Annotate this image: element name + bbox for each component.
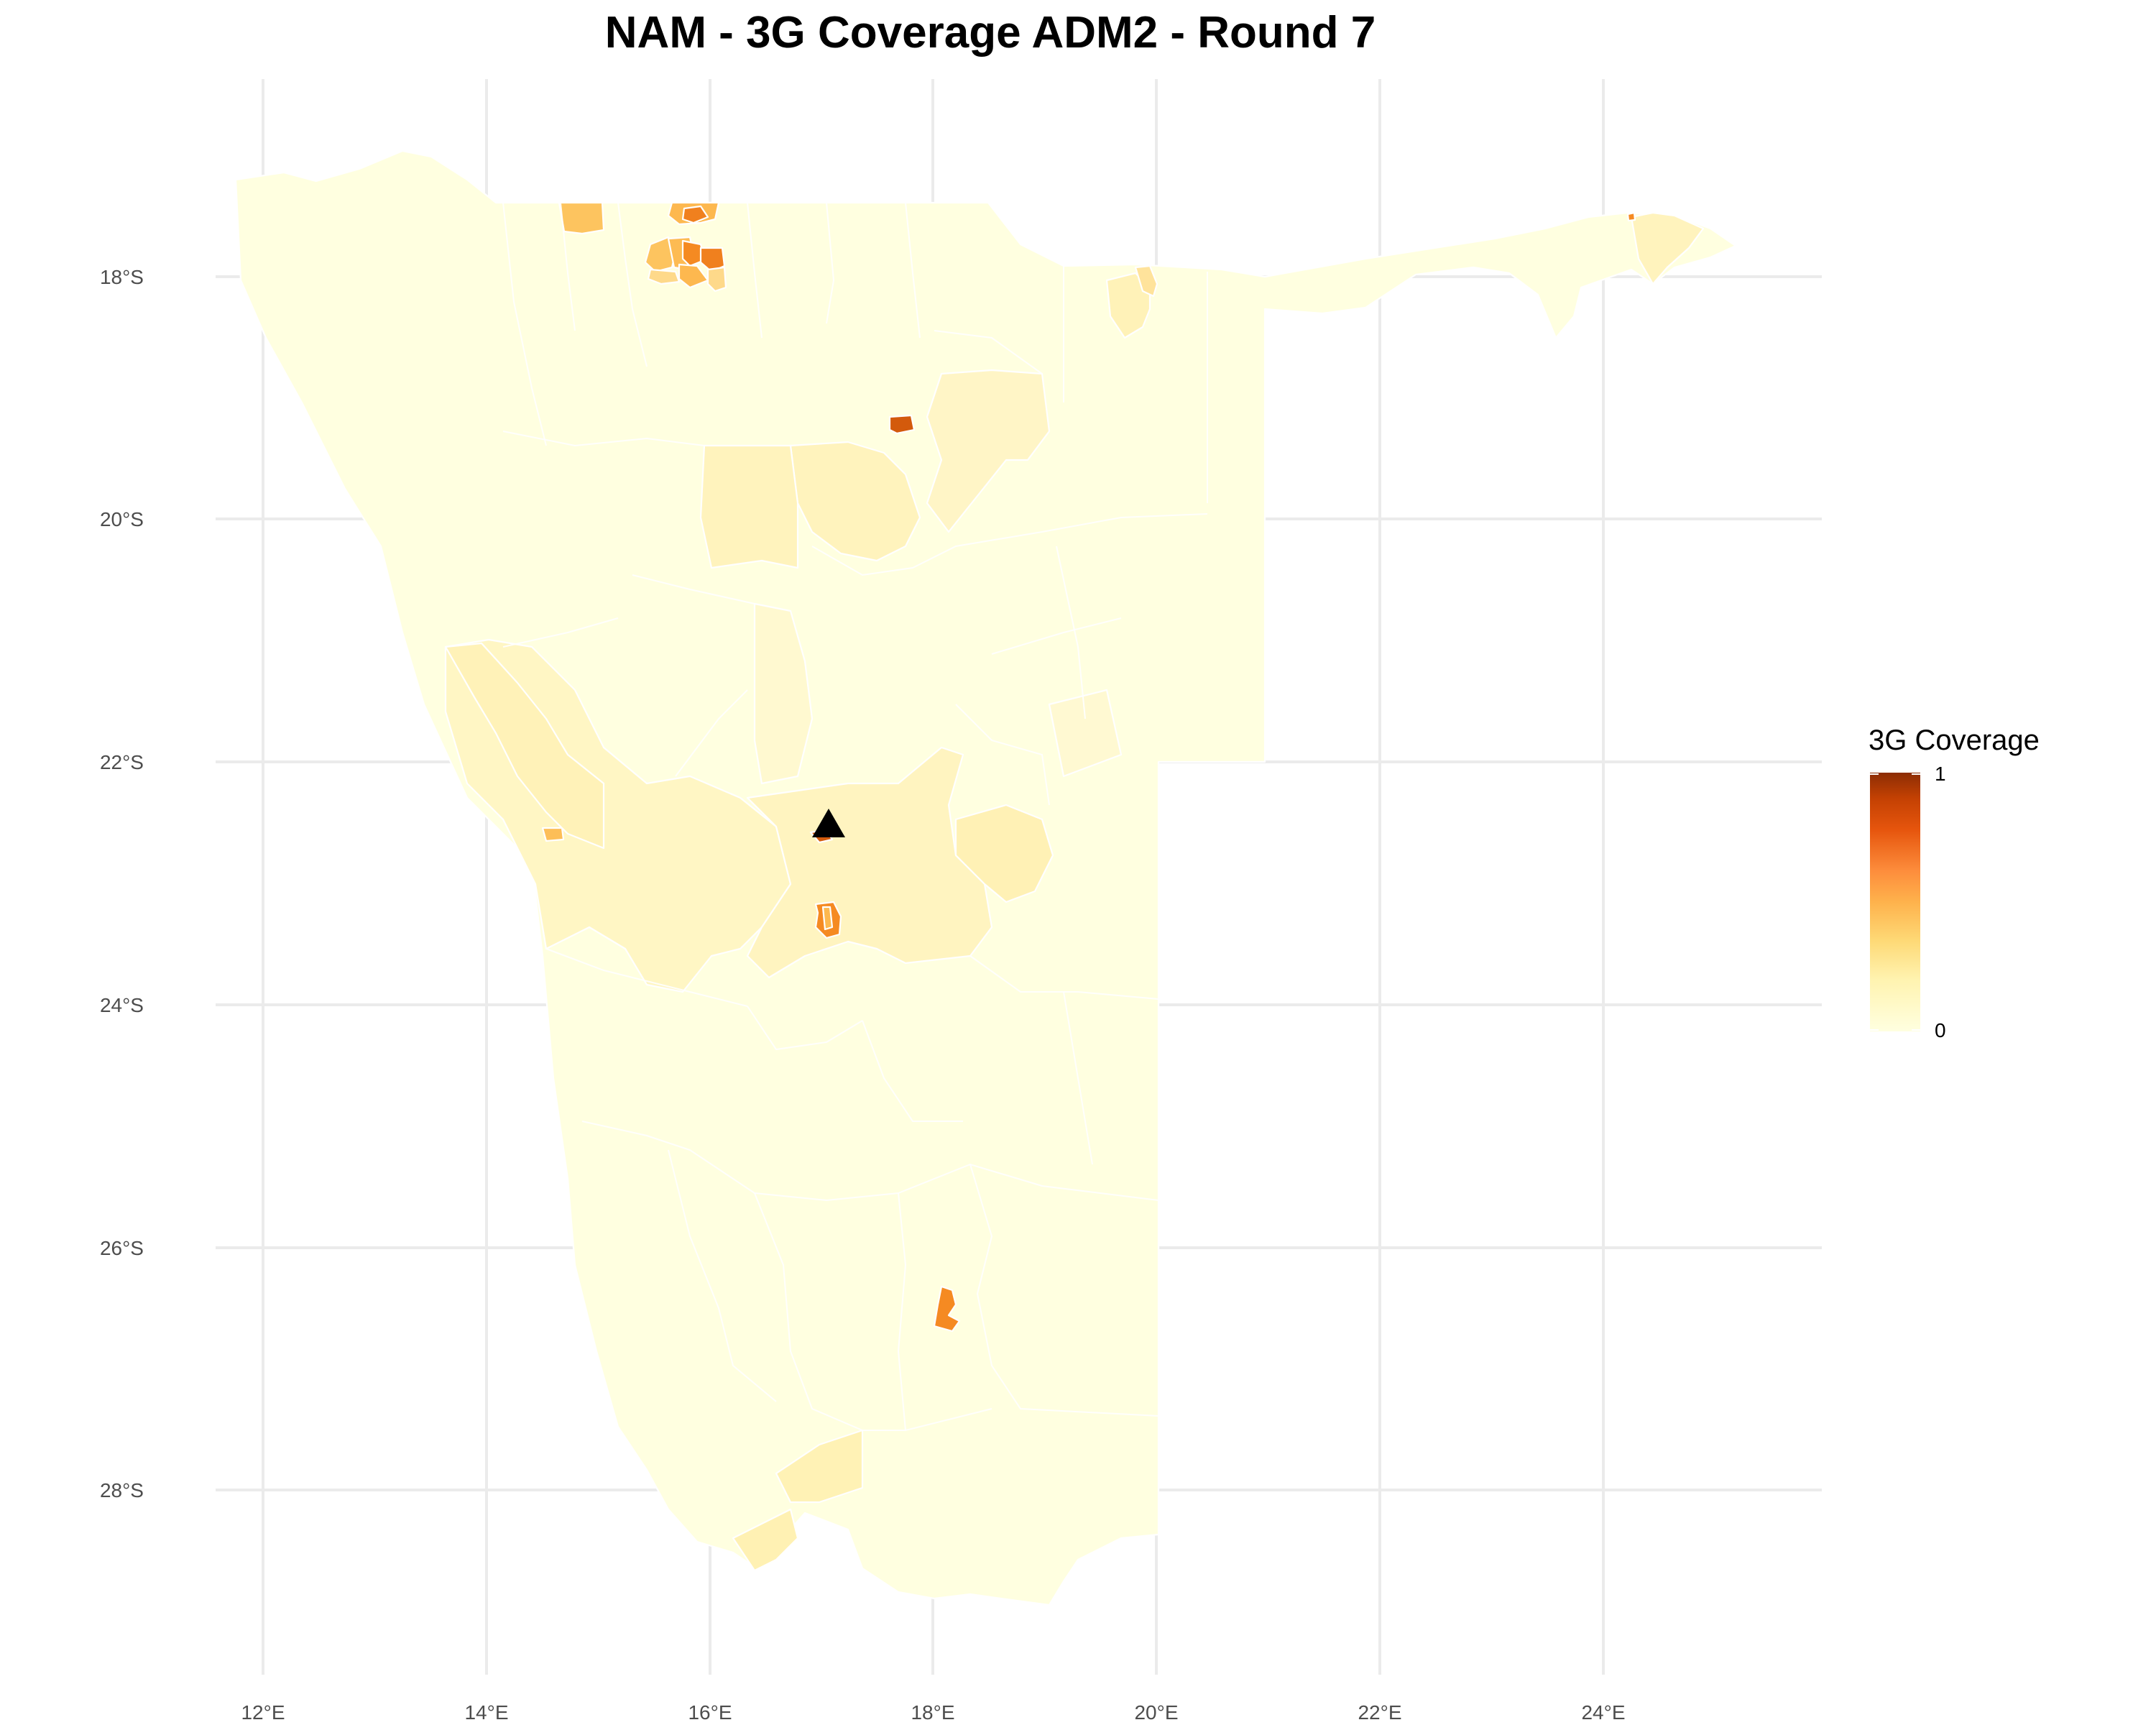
y-axis-ticks: 18°S 20°S 22°S 24°S 26°S 28°S	[100, 266, 144, 1501]
region-walvis-bay	[541, 827, 565, 842]
y-tick-label: 28°S	[100, 1479, 144, 1501]
x-tick-label: 24°E	[1581, 1701, 1625, 1724]
region-east-scatter	[1048, 689, 1123, 778]
region-owambo-e	[678, 263, 709, 289]
region-boundaries	[502, 202, 1208, 1431]
legend-title: 3G Coverage	[1869, 724, 2040, 756]
region-north-town	[888, 414, 916, 435]
x-tick-label: 18°E	[911, 1701, 954, 1724]
y-tick-label: 22°S	[100, 751, 144, 773]
region-rundu-small	[1134, 264, 1158, 298]
x-tick-label: 12°E	[241, 1701, 285, 1724]
y-tick-label: 18°S	[100, 266, 144, 288]
region-owambo-north-dark	[681, 205, 709, 224]
region-owambo-a	[644, 236, 677, 273]
region-owambo-west	[558, 201, 605, 235]
x-tick-label: 14°E	[464, 1701, 508, 1724]
capital-marker-triangle-icon	[812, 809, 845, 837]
region-north-central	[789, 441, 921, 562]
x-axis-ticks: 12°E 14°E 16°E 18°E 20°E 22°E 24°E	[241, 1701, 1625, 1724]
region-polygons	[444, 201, 1705, 1572]
region-south-coast	[775, 1429, 864, 1504]
y-tick-label: 20°S	[100, 508, 144, 530]
x-tick-label: 16°E	[688, 1701, 732, 1724]
region-coast-strip	[444, 642, 605, 850]
legend: 3G Coverage 1 0	[1869, 724, 2040, 1041]
region-central-south-town-inner	[821, 906, 834, 931]
legend-min-label: 0	[1935, 1019, 1946, 1041]
x-tick-label: 22°E	[1358, 1701, 1401, 1724]
y-tick-label: 26°S	[100, 1237, 144, 1259]
region-owambo-c	[681, 239, 706, 267]
region-north-east-central	[926, 369, 1051, 533]
y-tick-label: 24°S	[100, 994, 144, 1016]
region-central-north	[753, 602, 814, 785]
region-keetmanshoop	[933, 1285, 961, 1333]
region-caprivi-town	[1626, 211, 1636, 222]
legend-colorbar	[1870, 773, 1920, 1031]
region-owambo-f	[706, 266, 727, 293]
region-north-west-central	[699, 444, 799, 569]
region-caprivi-east	[1630, 211, 1705, 285]
region-owambo-g	[647, 268, 681, 285]
map-title: NAM - 3G Coverage ADM2 - Round 7	[605, 8, 1376, 58]
region-south-tip	[732, 1508, 799, 1572]
x-tick-label: 20°E	[1134, 1701, 1178, 1724]
legend-max-label: 1	[1935, 763, 1946, 785]
region-east-central	[954, 804, 1054, 903]
